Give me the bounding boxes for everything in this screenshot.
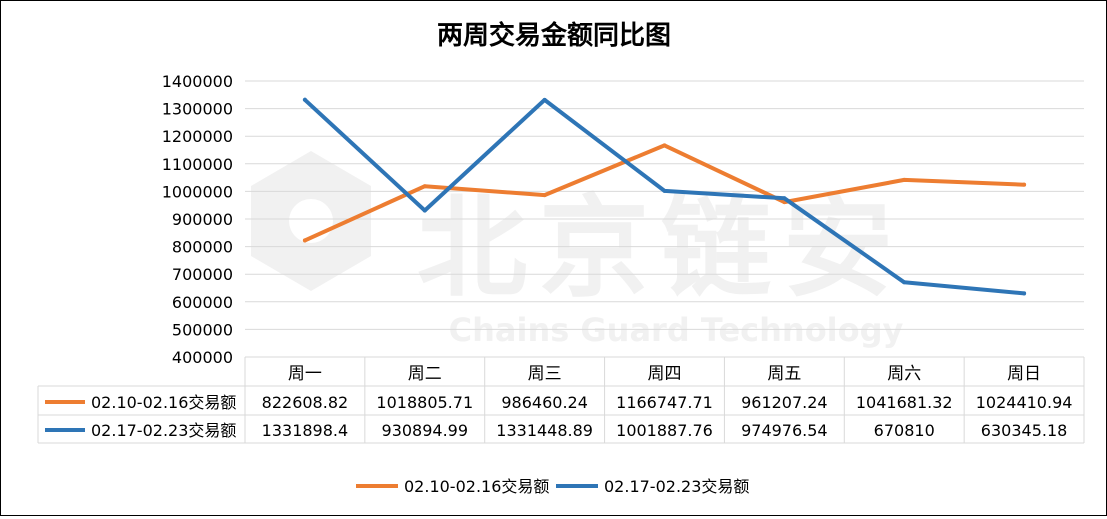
x-tick-label: 周日 (1007, 364, 1041, 384)
grid-lines (245, 80, 1084, 358)
table-value-cell: 1166747.71 (616, 393, 713, 412)
table-series-name: 02.10-02.16交易额 (91, 393, 236, 412)
table-series-name: 02.17-02.23交易额 (91, 421, 236, 440)
table-value-cell: 670810 (874, 421, 935, 440)
y-tick-label: 400000 (172, 348, 233, 367)
table-value-cell: 630345.18 (981, 421, 1068, 440)
table-value-cell: 974976.54 (741, 421, 828, 440)
data-point (902, 280, 907, 285)
series-lines (302, 97, 1027, 296)
y-tick-label: 500000 (172, 320, 233, 339)
legend-label: 02.17-02.23交易额 (604, 477, 749, 496)
data-table: 周一 周二 周三 周四 周五 周六 周日 02.10-02.16交易额 822608.82 101… (37, 357, 1085, 444)
x-tick-label: 周四 (648, 364, 682, 384)
y-tick-label: 900000 (172, 210, 233, 229)
y-tick-label: 1400000 (162, 72, 233, 91)
data-point (302, 97, 307, 102)
x-tick-label: 周一 (288, 364, 322, 384)
legend: 02.10-02.16交易额 02.17-02.23交易额 (356, 477, 749, 496)
table-value-cell: 1024410.94 (976, 393, 1073, 412)
data-point (902, 177, 907, 182)
y-tick-label: 1200000 (162, 127, 233, 146)
x-tick-label: 周二 (408, 364, 442, 384)
legend-label: 02.10-02.16交易额 (404, 477, 549, 496)
data-point (422, 208, 427, 213)
data-point (662, 188, 667, 193)
table-value-cell: 822608.82 (262, 393, 349, 412)
y-tick-label: 1000000 (162, 182, 233, 201)
data-point (542, 193, 547, 198)
x-tick-label: 周五 (767, 364, 801, 384)
table-value-cell: 1041681.32 (856, 393, 953, 412)
table-value-cell: 1331448.89 (496, 421, 593, 440)
data-point (422, 184, 427, 189)
watermark-subtitle: Chains Guard Technology (449, 311, 904, 349)
y-tick-label: 600000 (172, 293, 233, 312)
data-point (662, 143, 667, 148)
y-tick-label: 800000 (172, 238, 233, 257)
chart-title: 两周交易金额同比图 (437, 20, 671, 51)
data-point (1022, 291, 1027, 296)
table-value-cell: 1001887.76 (616, 421, 713, 440)
x-tick-label: 周三 (528, 364, 562, 384)
data-point (542, 97, 547, 102)
y-axis-labels: 400000 500000 600000 700000 800000 900000 1000… (162, 72, 233, 367)
y-tick-label: 1100000 (162, 155, 233, 174)
table-value-cell: 986460.24 (501, 393, 588, 412)
data-point (302, 238, 307, 243)
y-tick-label: 700000 (172, 265, 233, 284)
watermark: 北京链安 Chains Guard Technology (251, 151, 905, 349)
table-value-cell: 1331898.4 (262, 421, 349, 440)
x-tick-label: 周六 (887, 364, 921, 384)
data-point (782, 196, 787, 201)
table-value-cell: 1018805.71 (376, 393, 473, 412)
watermark-title: 北京链安 (417, 184, 905, 312)
table-value-cell: 930894.99 (382, 421, 469, 440)
table-value-cell: 961207.24 (741, 393, 828, 412)
data-point (1022, 182, 1027, 187)
y-tick-label: 1300000 (162, 100, 233, 119)
